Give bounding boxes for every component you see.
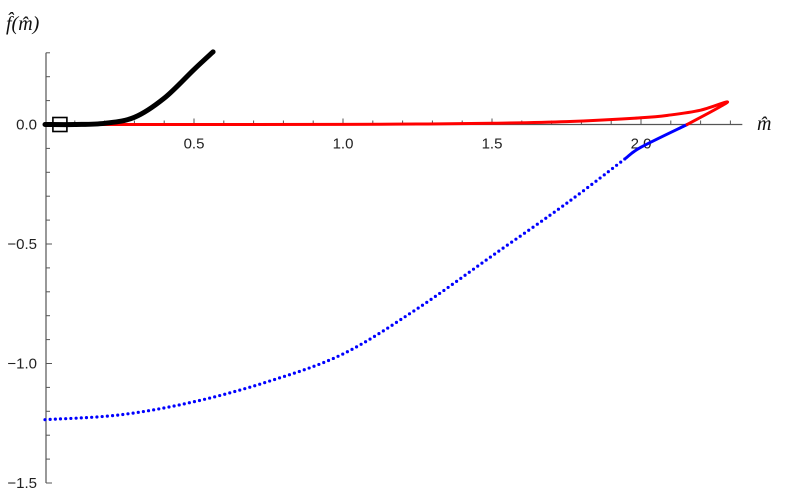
x-tick-label: 0.5 (184, 136, 205, 153)
series-layer (42, 49, 729, 422)
series-3-line (42, 49, 216, 128)
series-2-line (43, 100, 729, 127)
y-tick-label: −1.5 (7, 475, 37, 492)
y-tick-label: −1.0 (7, 356, 37, 373)
y-axis-label: f̂(m̂) (6, 11, 40, 35)
x-tick-label: 1.5 (482, 136, 503, 153)
y-tick-label: 0.0 (16, 117, 37, 134)
x-tick-label: 2.0 (631, 136, 652, 153)
x-axis-label: m̂ (757, 113, 771, 135)
y-tick-label: −0.5 (7, 236, 37, 253)
square-marker (52, 116, 68, 133)
series-0-line (43, 156, 628, 422)
labels: f̂(m̂) m̂ (6, 11, 771, 135)
series-1-line (624, 123, 689, 160)
x-tick-label: 1.0 (333, 136, 354, 153)
